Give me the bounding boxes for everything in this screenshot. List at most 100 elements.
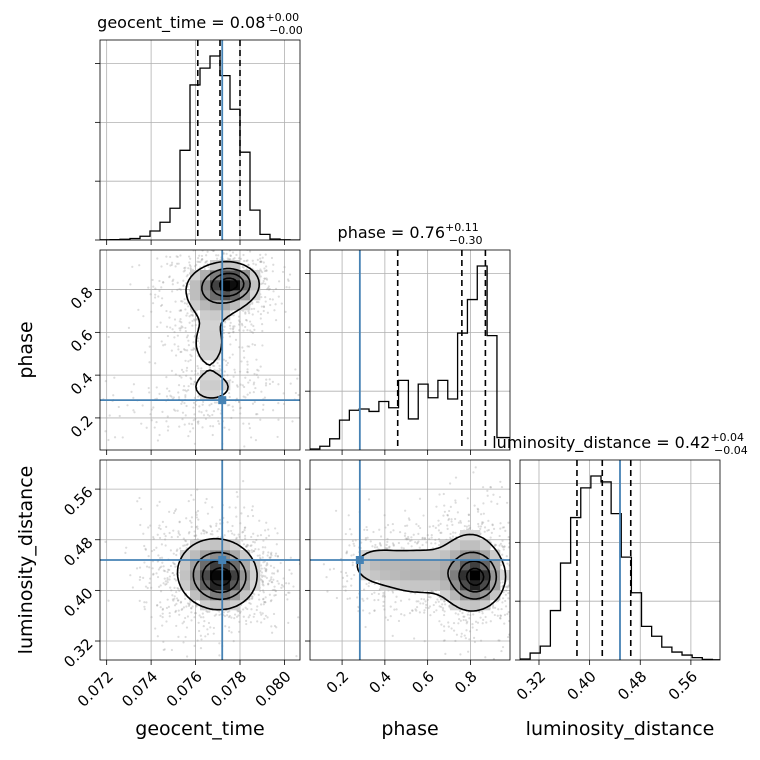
sample-point bbox=[186, 312, 189, 315]
sample-point bbox=[201, 257, 204, 261]
sample-point bbox=[178, 287, 181, 291]
sample-point bbox=[242, 530, 245, 534]
sample-point bbox=[225, 252, 228, 255]
density-cell bbox=[490, 560, 501, 571]
sample-point bbox=[225, 363, 228, 367]
sample-point bbox=[528, 591, 530, 593]
sample-point bbox=[247, 616, 250, 619]
sample-point bbox=[190, 494, 193, 497]
sample-point bbox=[189, 519, 192, 522]
sample-point bbox=[334, 509, 338, 512]
sample-point bbox=[133, 411, 136, 414]
sample-point bbox=[172, 511, 176, 515]
sample-point bbox=[394, 601, 397, 604]
sample-point bbox=[205, 610, 208, 613]
sample-point bbox=[312, 401, 314, 403]
sample-point bbox=[392, 544, 395, 547]
sample-point bbox=[465, 629, 468, 632]
sample-point bbox=[377, 592, 380, 596]
sample-point bbox=[189, 265, 192, 268]
sample-point bbox=[208, 610, 211, 613]
sample-point bbox=[454, 499, 457, 502]
sample-point bbox=[259, 257, 262, 260]
sample-point bbox=[217, 419, 220, 423]
sample-point bbox=[252, 549, 255, 553]
sample-point bbox=[251, 331, 255, 334]
sample-point bbox=[242, 608, 245, 611]
sample-point bbox=[352, 553, 355, 556]
sample-point bbox=[287, 621, 290, 624]
sample-point bbox=[450, 520, 453, 523]
sample-point bbox=[253, 593, 256, 596]
sample-point bbox=[162, 569, 165, 572]
sample-point bbox=[151, 567, 154, 570]
density-cell bbox=[450, 540, 461, 551]
sample-point bbox=[160, 297, 164, 300]
sample-point bbox=[187, 500, 190, 503]
sample-point bbox=[193, 534, 196, 537]
sample-point bbox=[465, 528, 469, 531]
sample-point bbox=[493, 543, 497, 546]
sample-point bbox=[288, 273, 292, 276]
sample-point bbox=[186, 655, 189, 658]
y-tick-label: 0.2 bbox=[67, 412, 97, 442]
sample-point bbox=[186, 615, 190, 618]
sample-point bbox=[340, 570, 343, 573]
sample-point bbox=[428, 525, 431, 528]
sample-point bbox=[425, 603, 428, 606]
density-cell bbox=[220, 310, 231, 321]
sample-point bbox=[182, 385, 186, 388]
sample-point bbox=[180, 608, 183, 612]
density-cell bbox=[210, 280, 221, 291]
sample-point bbox=[194, 612, 198, 615]
sample-point bbox=[185, 336, 189, 339]
sample-point bbox=[215, 401, 219, 404]
sample-point bbox=[160, 265, 163, 268]
sample-point bbox=[274, 319, 278, 322]
sample-point bbox=[262, 550, 265, 554]
sample-point bbox=[156, 604, 159, 607]
sample-point bbox=[264, 570, 268, 573]
sample-point bbox=[532, 525, 534, 527]
sample-point bbox=[150, 408, 153, 411]
sample-point bbox=[325, 576, 328, 579]
sample-point bbox=[196, 538, 199, 541]
sample-point bbox=[176, 409, 179, 412]
density-cell bbox=[210, 590, 221, 601]
sample-point bbox=[410, 536, 413, 539]
sample-point bbox=[226, 404, 229, 407]
sample-point bbox=[350, 554, 353, 557]
sample-point bbox=[198, 405, 201, 408]
sample-point bbox=[157, 295, 160, 298]
density-cell bbox=[470, 590, 481, 601]
sample-point bbox=[489, 536, 492, 539]
density-cell bbox=[420, 580, 431, 591]
density-cell bbox=[190, 270, 201, 281]
sample-point bbox=[499, 542, 502, 545]
sample-point bbox=[459, 653, 462, 656]
sample-point bbox=[215, 524, 218, 528]
sample-point bbox=[184, 597, 187, 601]
sample-point bbox=[174, 610, 177, 614]
sample-point bbox=[161, 624, 164, 627]
x-axis-label-phase: phase bbox=[381, 718, 438, 740]
sample-point bbox=[175, 590, 178, 594]
density-cell bbox=[180, 570, 191, 581]
sample-point bbox=[477, 525, 480, 528]
sample-point bbox=[392, 529, 395, 532]
sample-point bbox=[328, 568, 332, 571]
sample-point bbox=[141, 404, 144, 407]
sample-point bbox=[191, 605, 194, 608]
sample-point bbox=[344, 532, 347, 536]
sample-point bbox=[266, 616, 269, 619]
sample-point bbox=[423, 598, 426, 601]
sample-point bbox=[139, 523, 142, 527]
sample-point bbox=[144, 548, 147, 551]
sample-point bbox=[421, 537, 424, 540]
sample-point bbox=[261, 256, 264, 259]
sample-point bbox=[427, 593, 430, 596]
sample-point bbox=[166, 415, 169, 418]
sample-point bbox=[499, 617, 502, 620]
sample-point bbox=[218, 642, 221, 645]
sample-point bbox=[252, 532, 255, 535]
